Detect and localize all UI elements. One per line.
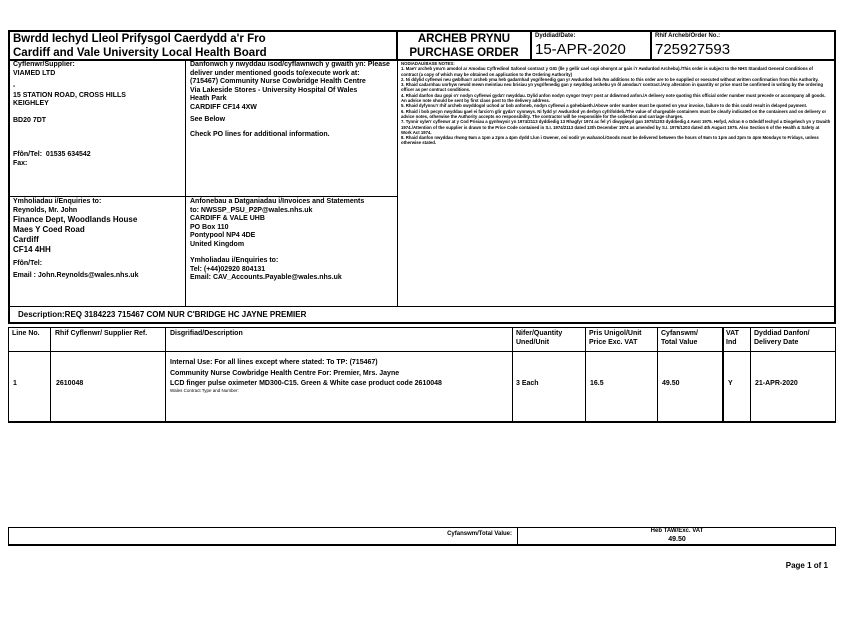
info-block <box>8 59 836 324</box>
title-english: PURCHASE ORDER <box>409 47 519 59</box>
invoices-label: Anfonebau a Datganiadau i/Invoices and S… <box>190 198 365 205</box>
invoices-tel: Tel: (+44)02920 804131 <box>190 265 266 273</box>
note-item: 2. Ni ddylid cyflenwi neu gwblhau'r arch… <box>401 76 819 82</box>
page-number: Page 1 of 1 <box>785 561 828 570</box>
invoices-enquiries-label: Ymholiadau i/Enquiries to: <box>190 257 279 264</box>
enquiries-phone-label: Ffôn/Tel: <box>13 260 43 267</box>
base-notes: NODIADAU/BASE NOTES: 1. Mae'r archeb yma… <box>401 61 831 146</box>
supplier-label: Cyflenwr/Supplier: <box>13 61 75 68</box>
enquiries-line1: Finance Dept, Woodlands House <box>13 215 138 224</box>
line-items-table <box>8 327 836 423</box>
cell-total: 49.50 <box>662 380 680 387</box>
invoices-line4: United Kingdom <box>190 240 245 248</box>
supplier-section: Cyflenwr/Supplier: VIAMED LTD - 15 STATI… <box>13 61 183 168</box>
org-name-english: Cardiff and Vale University Local Health… <box>13 47 267 59</box>
invoices-line2: PO Box 110 <box>190 223 229 231</box>
note-item: 7. Tynnir sylw'r cyflenwr at y Cod Prisi… <box>401 119 831 135</box>
cell-vat: Y <box>728 380 733 387</box>
order-no-label: Rhif Archeb/Order No.: <box>655 33 721 39</box>
col-header-quantity: Nifer/Quantity Uned/Unit <box>516 330 563 346</box>
cell-line: 1 <box>13 380 17 387</box>
col-header-total: Cyfanswm/ Total Value <box>661 330 698 346</box>
col-header-description: Disgrifiad/Description <box>170 330 243 337</box>
enquiries-label: Ymholiadau i/Enquiries to: <box>13 198 102 205</box>
supplier-address1: 15 STATION ROAD, CROSS HILLS <box>13 91 126 99</box>
supplier-phone: Ffôn/Tel: 01535 634542 <box>13 151 183 160</box>
note-item: 8. Rhaid danfon nwyddau rhwng 9am a 1pm … <box>401 135 819 146</box>
order-number: 725927593 <box>655 41 731 58</box>
invoices-line1: CARDIFF & VALE UHB <box>190 215 265 222</box>
enquiries-postcode: CF14 4HH <box>13 245 51 254</box>
col-header-vat: VAT Ind <box>726 330 739 346</box>
title-welsh: ARCHEB PRYNU <box>417 33 511 45</box>
invoices-line3: Pontypool NP4 4DE <box>190 232 256 239</box>
total-value-label: Cyfanswm/Total Value: <box>447 531 512 537</box>
invoices-section: Anfonebau a Datganiadau i/Invoices and S… <box>190 198 395 283</box>
phone-value: 01535 634542 <box>45 151 91 158</box>
col-header-delivery-date: Dyddiad Danfon/ Delivery Date <box>754 330 810 346</box>
cell-quantity: 3 Each <box>516 380 539 387</box>
delivery-line3: Heath Park <box>190 95 227 102</box>
invoices-email[interactable]: to: NWSSP_PSU_P2P@wales.nhs.uk <box>190 206 313 214</box>
cell-internal-use: Internal Use: For all lines except where… <box>170 359 400 377</box>
phone-label: Ffôn/Tel: <box>13 151 43 158</box>
enquiries-line3: Cardiff <box>13 235 39 244</box>
note-item: 1. Mae'r archeb yma'n amodol ar Amodau C… <box>401 66 813 77</box>
enquiries-section: Ymholiadau i/Enquiries to: Reynolds, Mr.… <box>13 198 183 280</box>
delivery-line2: Via Lakeside Stores - University Hospita… <box>190 86 358 94</box>
supplier-line2: - <box>13 83 16 90</box>
enquiries-name: Reynolds, Mr. John <box>13 206 78 214</box>
cell-unit-price: 16.5 <box>590 380 604 387</box>
notes-title: NODIADAU/BASE NOTES: <box>401 61 455 66</box>
po-description: Description:REQ 3184223 715467 COM NUR C… <box>18 310 307 319</box>
enquiries-line2: Maes Y Coed Road <box>13 225 85 234</box>
delivery-label: Danfonwch y nwyddau isod/cyflawnwch y gw… <box>190 61 390 77</box>
total-value: 49.50 <box>668 536 686 543</box>
cell-description: LCD finger pulse oximeter MD300-C15. Gre… <box>170 380 442 387</box>
note-item: 5. Rhaid dyfynnu'r rhif archeb swyddogol… <box>401 103 808 109</box>
see-below: See Below <box>190 116 226 123</box>
check-po-lines: Check PO lines for additional informatio… <box>190 130 330 138</box>
delivery-section: Danfonwch y nwyddau isod/cyflawnwch y gw… <box>190 61 395 139</box>
note-item: 6. Rhaid i bob pecyn nwyddau gael ei far… <box>401 108 827 119</box>
note-item: 3. Rhaid cadarnhau unrhyw newid mewn mei… <box>401 82 823 93</box>
cell-contract-note: Wales Contract Type and Number: <box>170 388 239 393</box>
supplier-address2: KEIGHLEY <box>13 100 49 107</box>
accounts-payable-email[interactable]: Email: CAV_Accounts.Payable@wales.nhs.uk <box>190 274 342 281</box>
cell-delivery-date: 21-APR-2020 <box>755 380 798 387</box>
fax-label: Fax: <box>13 159 28 167</box>
enquiries-email[interactable]: Email : John.Reynolds@wales.nhs.uk <box>13 271 139 279</box>
totals-box <box>8 527 836 546</box>
org-name-welsh: Bwrdd Iechyd Lleol Prifysgol Caerdydd a'… <box>13 33 266 45</box>
col-header-line: Line No. <box>12 330 40 337</box>
order-date: 15-APR-2020 <box>535 41 626 58</box>
date-label: Dyddiad/Date: <box>535 33 576 39</box>
note-item: 4. Rhaid danfon dau gopi o'r nodyn cyfle… <box>401 92 826 104</box>
col-header-supplier-ref: Rhif Cyflenwr/ Supplier Ref. <box>55 330 148 337</box>
supplier-postcode: BD20 7DT <box>13 116 47 124</box>
delivery-line4: CARDIFF CF14 4XW <box>190 103 257 111</box>
col-header-unit-price: Pris Unigol/Unit Price Exc. VAT <box>589 330 642 346</box>
cell-supplier-ref: 2610048 <box>56 380 84 387</box>
delivery-line1: (715467) Community Nurse Cowbridge Healt… <box>190 78 366 85</box>
supplier-name: VIAMED LTD <box>13 69 56 77</box>
exc-vat-label: Heb TAW/Exc. VAT <box>650 528 704 534</box>
